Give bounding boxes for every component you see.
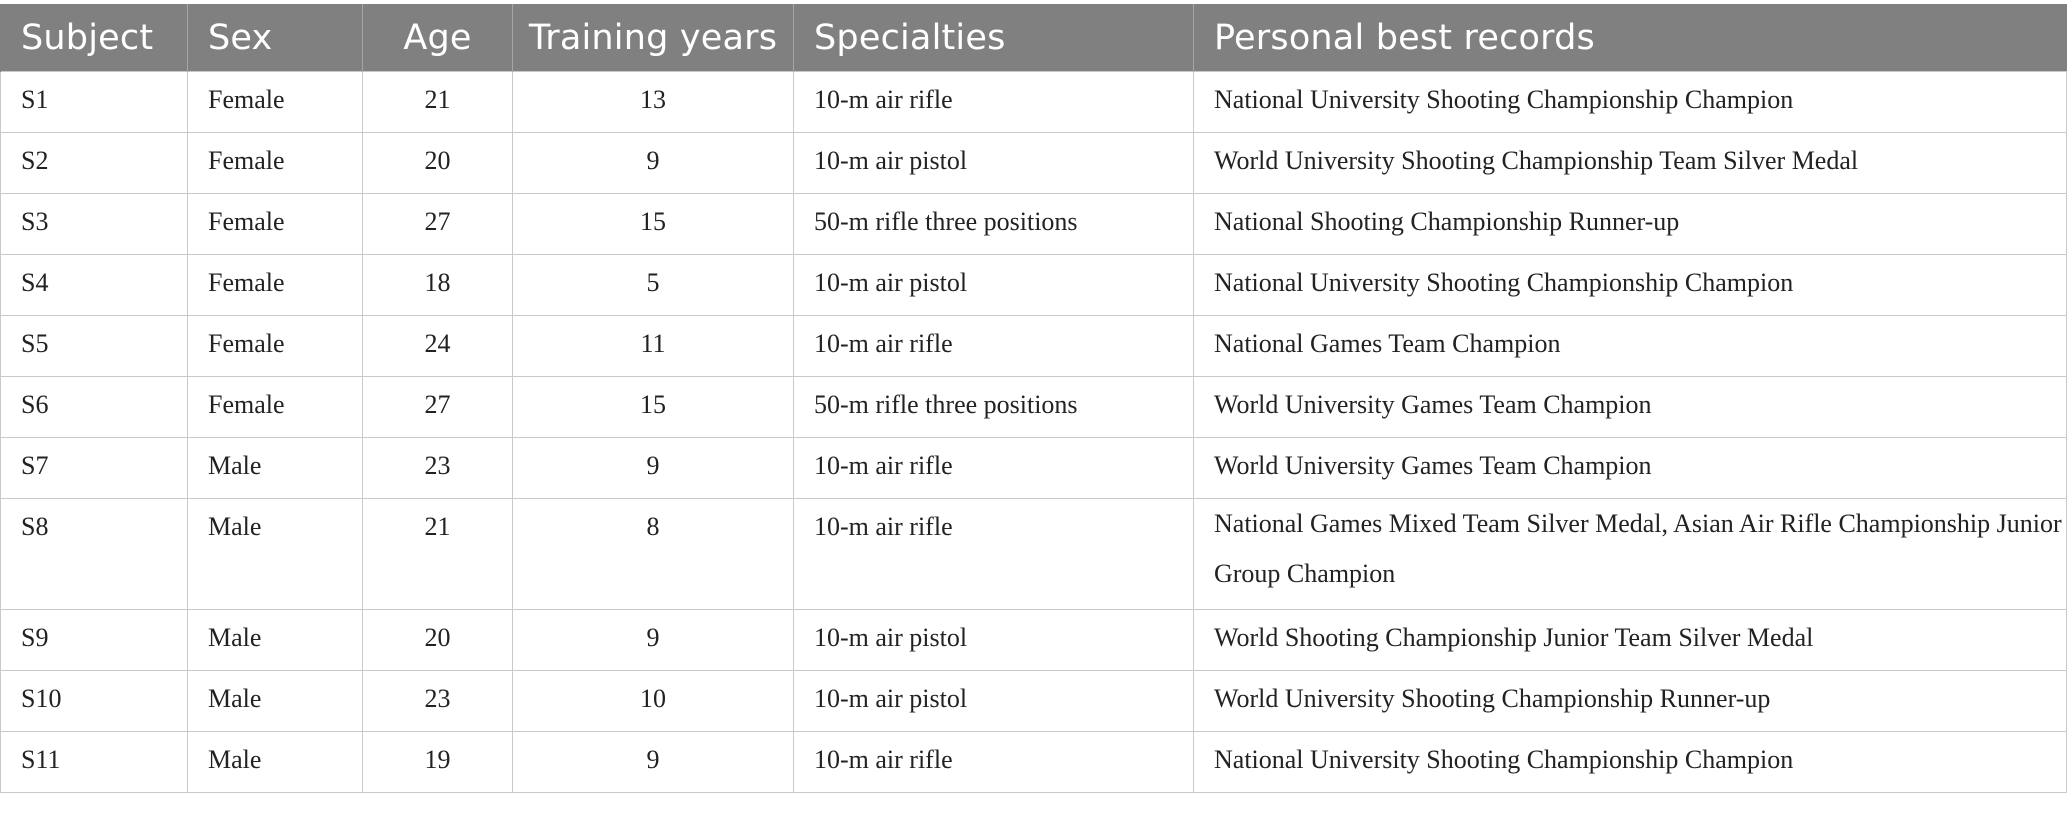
cell-personal-best: World University Games Team Champion <box>1193 376 2067 438</box>
header-subject: Subject <box>0 4 188 72</box>
cell-subject: S2 <box>0 132 188 194</box>
cell-personal-best: World University Shooting Championship T… <box>1193 132 2067 194</box>
cell-age: 21 <box>362 71 513 133</box>
cell-sex: Male <box>187 670 363 732</box>
table-row: S11 Male 19 9 10-m air rifle National Un… <box>0 731 2067 793</box>
cell-personal-best: World Shooting Championship Junior Team … <box>1193 609 2067 671</box>
cell-subject: S8 <box>0 498 188 610</box>
cell-sex: Female <box>187 254 363 316</box>
table-row: S1 Female 21 13 10-m air rifle National … <box>0 71 2067 133</box>
cell-age: 19 <box>362 731 513 793</box>
cell-training-years: 5 <box>512 254 794 316</box>
cell-specialties: 10-m air pistol <box>793 254 1194 316</box>
cell-subject: S11 <box>0 731 188 793</box>
cell-age: 20 <box>362 132 513 194</box>
cell-training-years: 9 <box>512 132 794 194</box>
cell-personal-best: World University Shooting Championship R… <box>1193 670 2067 732</box>
cell-specialties: 10-m air rifle <box>793 437 1194 499</box>
cell-subject: S4 <box>0 254 188 316</box>
subjects-table: Subject Sex Age Training years Specialti… <box>0 4 2067 793</box>
cell-subject: S5 <box>0 315 188 377</box>
cell-age: 23 <box>362 670 513 732</box>
cell-training-years: 11 <box>512 315 794 377</box>
cell-personal-best: National University Shooting Championshi… <box>1193 71 2067 133</box>
cell-sex: Female <box>187 315 363 377</box>
cell-sex: Male <box>187 498 363 610</box>
subjects-table-container: Subject Sex Age Training years Specialti… <box>0 4 2067 793</box>
cell-training-years: 10 <box>512 670 794 732</box>
cell-age: 20 <box>362 609 513 671</box>
cell-training-years: 15 <box>512 376 794 438</box>
cell-training-years: 8 <box>512 498 794 610</box>
cell-subject: S3 <box>0 193 188 255</box>
table-row: S5 Female 24 11 10-m air rifle National … <box>0 315 2067 377</box>
cell-sex: Male <box>187 609 363 671</box>
table-row: S9 Male 20 9 10-m air pistol World Shoot… <box>0 609 2067 671</box>
cell-age: 23 <box>362 437 513 499</box>
cell-subject: S1 <box>0 71 188 133</box>
table-header-row: Subject Sex Age Training years Specialti… <box>0 4 2067 72</box>
cell-age: 24 <box>362 315 513 377</box>
cell-subject: S6 <box>0 376 188 438</box>
cell-specialties: 10-m air pistol <box>793 132 1194 194</box>
cell-specialties: 10-m air pistol <box>793 609 1194 671</box>
header-age: Age <box>362 4 513 72</box>
cell-specialties: 10-m air rifle <box>793 731 1194 793</box>
cell-training-years: 9 <box>512 609 794 671</box>
cell-sex: Male <box>187 731 363 793</box>
table-row: S8 Male 21 8 10-m air rifle National Gam… <box>0 498 2067 610</box>
cell-specialties: 10-m air rifle <box>793 315 1194 377</box>
cell-subject: S10 <box>0 670 188 732</box>
cell-age: 21 <box>362 498 513 610</box>
cell-subject: S9 <box>0 609 188 671</box>
cell-training-years: 13 <box>512 71 794 133</box>
cell-subject: S7 <box>0 437 188 499</box>
cell-sex: Female <box>187 71 363 133</box>
cell-personal-best: National Games Team Champion <box>1193 315 2067 377</box>
cell-personal-best: National Games Mixed Team Silver Medal, … <box>1193 498 2067 610</box>
cell-specialties: 10-m air rifle <box>793 498 1194 610</box>
cell-personal-best: National University Shooting Championshi… <box>1193 254 2067 316</box>
cell-personal-best: National Shooting Championship Runner-up <box>1193 193 2067 255</box>
table-row: S10 Male 23 10 10-m air pistol World Uni… <box>0 670 2067 732</box>
cell-personal-best: World University Games Team Champion <box>1193 437 2067 499</box>
header-training-years: Training years <box>512 4 794 72</box>
cell-specialties: 50-m rifle three positions <box>793 193 1194 255</box>
cell-age: 27 <box>362 376 513 438</box>
table-row: S3 Female 27 15 50-m rifle three positio… <box>0 193 2067 255</box>
cell-specialties: 10-m air pistol <box>793 670 1194 732</box>
table-row: S6 Female 27 15 50-m rifle three positio… <box>0 376 2067 438</box>
cell-sex: Male <box>187 437 363 499</box>
cell-age: 27 <box>362 193 513 255</box>
cell-specialties: 50-m rifle three positions <box>793 376 1194 438</box>
cell-personal-best: National University Shooting Championshi… <box>1193 731 2067 793</box>
header-sex: Sex <box>187 4 363 72</box>
table-row: S2 Female 20 9 10-m air pistol World Uni… <box>0 132 2067 194</box>
cell-specialties: 10-m air rifle <box>793 71 1194 133</box>
table-row: S4 Female 18 5 10-m air pistol National … <box>0 254 2067 316</box>
cell-sex: Female <box>187 132 363 194</box>
cell-training-years: 9 <box>512 437 794 499</box>
cell-training-years: 9 <box>512 731 794 793</box>
table-row: S7 Male 23 9 10-m air rifle World Univer… <box>0 437 2067 499</box>
cell-age: 18 <box>362 254 513 316</box>
cell-training-years: 15 <box>512 193 794 255</box>
cell-sex: Female <box>187 193 363 255</box>
cell-sex: Female <box>187 376 363 438</box>
header-personal-best-records: Personal best records <box>1193 4 2067 72</box>
header-specialties: Specialties <box>793 4 1194 72</box>
